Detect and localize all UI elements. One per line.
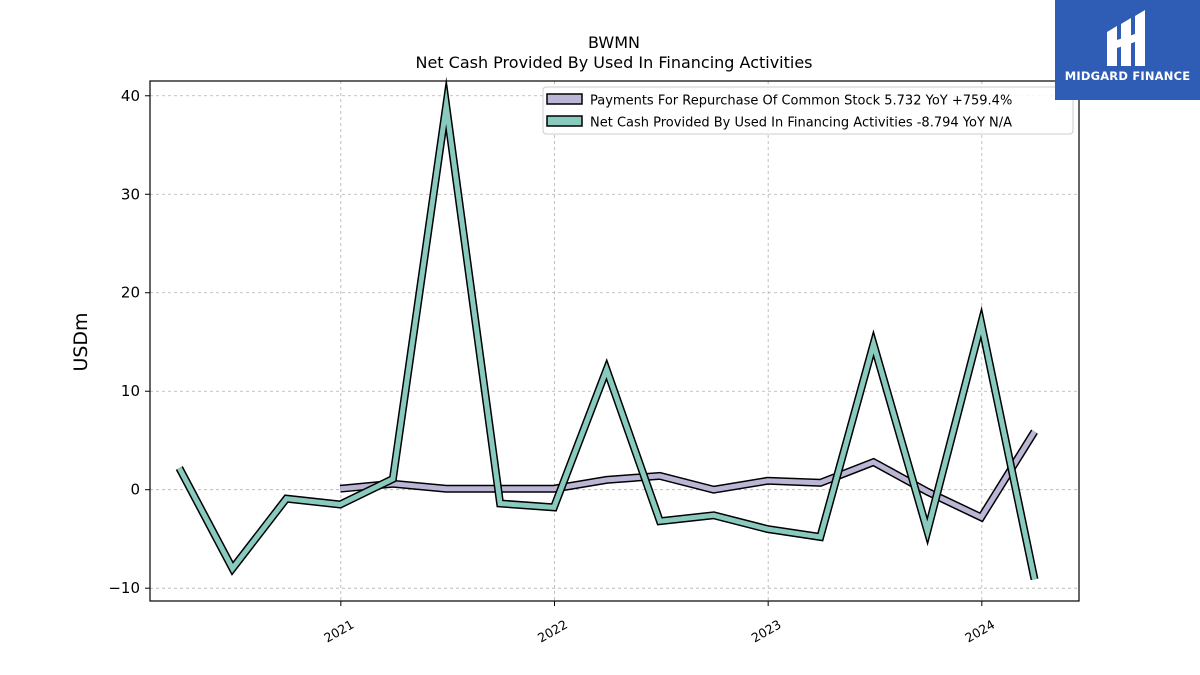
- x-axis: 2021 2022 2023 2024: [321, 601, 997, 646]
- grid-lines: [150, 81, 1079, 601]
- chart-title: BWMN: [588, 33, 640, 52]
- plot-frame: [149, 80, 1080, 602]
- y-tick-label: −10: [108, 579, 140, 597]
- legend-label-repurchase: Payments For Repurchase Of Common Stock …: [590, 94, 1012, 109]
- y-tick-label: 10: [121, 382, 140, 400]
- y-tick-label: 0: [130, 481, 140, 499]
- legend-label-financing: Net Cash Provided By Used In Financing A…: [590, 116, 1012, 131]
- midgard-finance-logo: MIDGARD FINANCE: [1055, 0, 1200, 100]
- series-layer: [175, 76, 1039, 581]
- chart-subtitle: Net Cash Provided By Used In Financing A…: [415, 53, 812, 72]
- legend-box: [542, 86, 1074, 135]
- series-financing-outline: [175, 76, 1039, 581]
- x-tick-label: 2021: [321, 617, 356, 646]
- legend-swatch-financing: [546, 115, 583, 127]
- legend-swatch-repurchase: [546, 93, 583, 105]
- y-tick-label: 30: [121, 185, 140, 203]
- x-tick-label: 2022: [535, 617, 570, 646]
- y-tick-label: 20: [121, 284, 140, 302]
- y-axis: −10 0 10 20 30 40: [108, 87, 150, 597]
- brand-name: MIDGARD FINANCE: [1064, 69, 1191, 83]
- series-financing-line: [177, 87, 1037, 580]
- brand-mark-icon: [1107, 10, 1145, 66]
- y-axis-label: USDm: [70, 312, 92, 371]
- y-tick-label: 40: [121, 87, 140, 105]
- x-tick-label: 2023: [749, 617, 784, 646]
- x-tick-label: 2024: [962, 617, 997, 646]
- legend: Payments For Repurchase Of Common Stock …: [542, 86, 1074, 135]
